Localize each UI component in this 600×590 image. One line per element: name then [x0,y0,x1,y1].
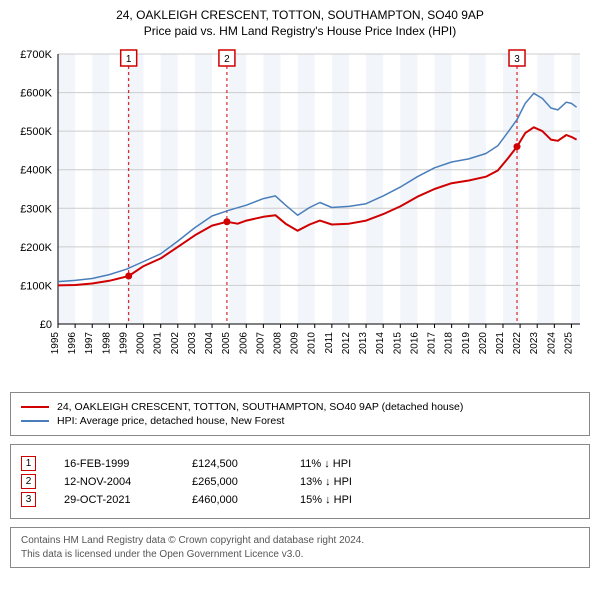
svg-text:2023: 2023 [529,332,540,355]
legend-swatch [21,420,49,422]
event-date: 29-OCT-2021 [64,494,164,506]
svg-text:2012: 2012 [341,332,352,355]
svg-text:£400K: £400K [20,165,52,177]
legend-row: HPI: Average price, detached house, New … [21,415,579,427]
event-date: 16-FEB-1999 [64,458,164,470]
svg-text:2000: 2000 [136,332,147,355]
svg-text:2002: 2002 [170,332,181,355]
chart-title-subtitle: Price paid vs. HM Land Registry's House … [10,24,590,38]
svg-text:£600K: £600K [20,88,52,100]
svg-text:1995: 1995 [50,332,61,355]
svg-text:£300K: £300K [20,203,52,215]
svg-text:2016: 2016 [409,332,420,355]
svg-text:2013: 2013 [358,332,369,355]
svg-text:2001: 2001 [153,332,164,355]
svg-text:£0: £0 [40,319,52,331]
svg-text:2011: 2011 [324,332,335,354]
line-chart: £0 £100K £200K £300K £400K £500K £600K £700K 199… [10,44,590,384]
svg-text:2007: 2007 [255,332,266,355]
event-marker: 3 [21,492,36,507]
svg-text:2018: 2018 [444,332,455,355]
event-marker: 1 [21,456,36,471]
svg-text:£700K: £700K [20,49,52,61]
event-delta: 13% ↓ HPI [300,476,390,488]
event-price: £124,500 [192,458,272,470]
event-row: 1 16-FEB-1999 £124,500 11% ↓ HPI [21,456,579,471]
event-price: £265,000 [192,476,272,488]
events-table: 1 16-FEB-1999 £124,500 11% ↓ HPI 2 12-NOV-200… [10,444,590,519]
event-delta: 11% ↓ HPI [300,458,390,470]
event-row: 2 12-NOV-2004 £265,000 13% ↓ HPI [21,474,579,489]
svg-text:2017: 2017 [427,332,438,355]
svg-text:2014: 2014 [375,332,386,355]
event-date: 12-NOV-2004 [64,476,164,488]
svg-text:2020: 2020 [478,332,489,355]
legend-swatch [21,406,49,408]
svg-text:1: 1 [126,54,132,65]
license-line-1: Contains HM Land Registry data © Crown c… [21,534,579,548]
svg-text:2005: 2005 [221,332,232,355]
svg-text:2022: 2022 [512,332,523,355]
svg-text:£100K: £100K [20,280,52,292]
event-row: 3 29-OCT-2021 £460,000 15% ↓ HPI [21,492,579,507]
event-marker: 2 [21,474,36,489]
svg-text:2006: 2006 [238,332,249,355]
license-line-2: This data is licensed under the Open Gov… [21,548,579,562]
svg-text:2008: 2008 [272,332,283,355]
chart-title-block: 24, OAKLEIGH CRESCENT, TOTTON, SOUTHAMPT… [10,8,590,38]
svg-text:1996: 1996 [67,332,78,355]
svg-text:2019: 2019 [461,332,472,355]
event-delta: 15% ↓ HPI [300,494,390,506]
event-price: £460,000 [192,494,272,506]
svg-text:2021: 2021 [495,332,506,355]
svg-text:2025: 2025 [563,332,574,355]
svg-text:3: 3 [514,54,520,65]
legend-label: HPI: Average price, detached house, New … [57,415,284,427]
legend: 24, OAKLEIGH CRESCENT, TOTTON, SOUTHAMPT… [10,392,590,436]
svg-text:2003: 2003 [187,332,198,355]
svg-text:1999: 1999 [118,332,129,355]
chart-title-address: 24, OAKLEIGH CRESCENT, TOTTON, SOUTHAMPT… [10,8,590,22]
svg-text:2015: 2015 [392,332,403,355]
svg-text:1998: 1998 [101,332,112,355]
svg-text:2: 2 [224,54,230,65]
svg-text:£200K: £200K [20,242,52,254]
chart-container: £0 £100K £200K £300K £400K £500K £600K £700K 199… [10,44,590,384]
svg-text:2010: 2010 [307,332,318,355]
svg-text:1997: 1997 [84,332,95,355]
svg-text:£500K: £500K [20,126,52,138]
license-notice: Contains HM Land Registry data © Crown c… [10,527,590,568]
legend-label: 24, OAKLEIGH CRESCENT, TOTTON, SOUTHAMPT… [57,401,463,413]
svg-text:2024: 2024 [546,332,557,355]
legend-row: 24, OAKLEIGH CRESCENT, TOTTON, SOUTHAMPT… [21,401,579,413]
svg-text:2004: 2004 [204,332,215,355]
svg-text:2009: 2009 [290,332,301,355]
